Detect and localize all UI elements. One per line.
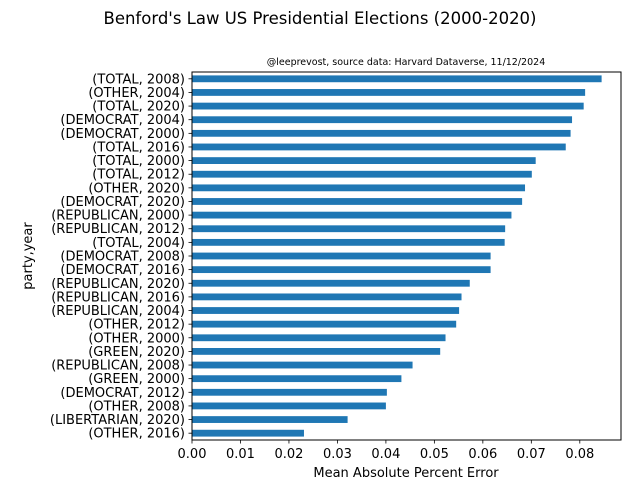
y-tick-label: (REPUBLICAN, 2004) <box>51 304 185 319</box>
bars-group <box>192 75 602 437</box>
x-tick-label: 0.04 <box>371 447 400 462</box>
y-tick-label: (TOTAL, 2012) <box>92 168 185 183</box>
plot-frame <box>191 71 622 441</box>
y-tick-label: (REPUBLICAN, 2008) <box>51 359 185 374</box>
x-axis-label: Mean Absolute Percent Error <box>313 466 499 480</box>
bar <box>192 348 441 355</box>
bar <box>192 184 526 192</box>
y-tick-label: (DEMOCRAT, 2008) <box>60 250 185 265</box>
bar <box>192 416 348 423</box>
y-tick-labels: (TOTAL, 2008)(OTHER, 2004)(TOTAL, 2020)(… <box>50 72 192 442</box>
bar <box>192 279 470 287</box>
bar <box>192 225 506 233</box>
y-tick-label: (TOTAL, 2008) <box>92 72 185 87</box>
bar <box>192 266 491 274</box>
bar <box>192 334 446 342</box>
y-tick-label: (REPUBLICAN, 2000) <box>51 209 185 224</box>
bar <box>192 307 460 314</box>
y-tick-label: (REPUBLICAN, 2012) <box>51 222 185 237</box>
bar <box>192 116 573 124</box>
y-tick-label: (DEMOCRAT, 2016) <box>60 263 185 278</box>
chart-subtitle: @leeprevost, source data: Harvard Datave… <box>267 57 545 68</box>
bar <box>192 157 536 164</box>
x-tick-label: 0.01 <box>226 447 255 462</box>
bar <box>192 388 387 396</box>
y-tick-label: (REPUBLICAN, 2016) <box>51 290 185 305</box>
y-tick-label: (OTHER, 2020) <box>88 181 185 196</box>
x-ticks: 0.00 0.01 0.02 0.03 0.04 0.05 0.06 0.07 0.08 <box>178 440 594 462</box>
bar <box>192 170 532 178</box>
y-tick-label: (DEMOCRAT, 2000) <box>60 127 185 142</box>
bar <box>192 320 457 328</box>
y-tick-label: (OTHER, 2016) <box>88 427 185 442</box>
chart-title: Benford's Law US Presidential Elections … <box>104 9 537 28</box>
bar <box>192 293 462 301</box>
bar <box>192 89 586 96</box>
y-tick-label: (DEMOCRAT, 2012) <box>60 386 185 401</box>
bar <box>192 129 571 137</box>
y-tick-label: (OTHER, 2004) <box>88 86 185 101</box>
y-tick-label: (OTHER, 2008) <box>88 399 185 414</box>
bar <box>192 102 584 110</box>
y-axis-label: party,year <box>21 222 36 290</box>
y-tick-label: (DEMOCRAT, 2020) <box>60 195 185 210</box>
y-tick-label: (OTHER, 2000) <box>88 331 185 346</box>
x-tick-label: 0.07 <box>517 447 546 462</box>
y-tick-label: (TOTAL, 2016) <box>92 140 185 155</box>
x-tick-label: 0.06 <box>468 447 497 462</box>
bar <box>192 402 386 410</box>
y-tick-label: (TOTAL, 2000) <box>92 154 185 169</box>
bar <box>192 143 566 151</box>
bar <box>192 375 402 383</box>
y-tick-label: (GREEN, 2000) <box>88 372 185 387</box>
bar <box>192 429 304 437</box>
x-tick-label: 0.02 <box>274 447 303 462</box>
y-tick-label: (TOTAL, 2020) <box>92 100 185 115</box>
x-tick-label: 0.05 <box>420 447 449 462</box>
bar <box>192 75 602 83</box>
x-tick-label: 0.03 <box>323 447 352 462</box>
y-tick-label: (DEMOCRAT, 2004) <box>60 113 185 128</box>
bar <box>192 198 523 205</box>
y-tick-label: (REPUBLICAN, 2020) <box>51 277 185 292</box>
bar <box>192 361 413 369</box>
x-tick-label: 0.00 <box>178 447 207 462</box>
x-tick-label: 0.08 <box>565 447 594 462</box>
bar <box>192 211 512 219</box>
y-tick-label: (LIBERTARIAN, 2020) <box>50 413 185 428</box>
bar <box>192 252 491 260</box>
bar <box>192 238 505 246</box>
y-tick-label: (OTHER, 2012) <box>88 318 185 333</box>
y-tick-label: (TOTAL, 2004) <box>92 236 185 251</box>
y-tick-label: (GREEN, 2020) <box>88 345 185 360</box>
